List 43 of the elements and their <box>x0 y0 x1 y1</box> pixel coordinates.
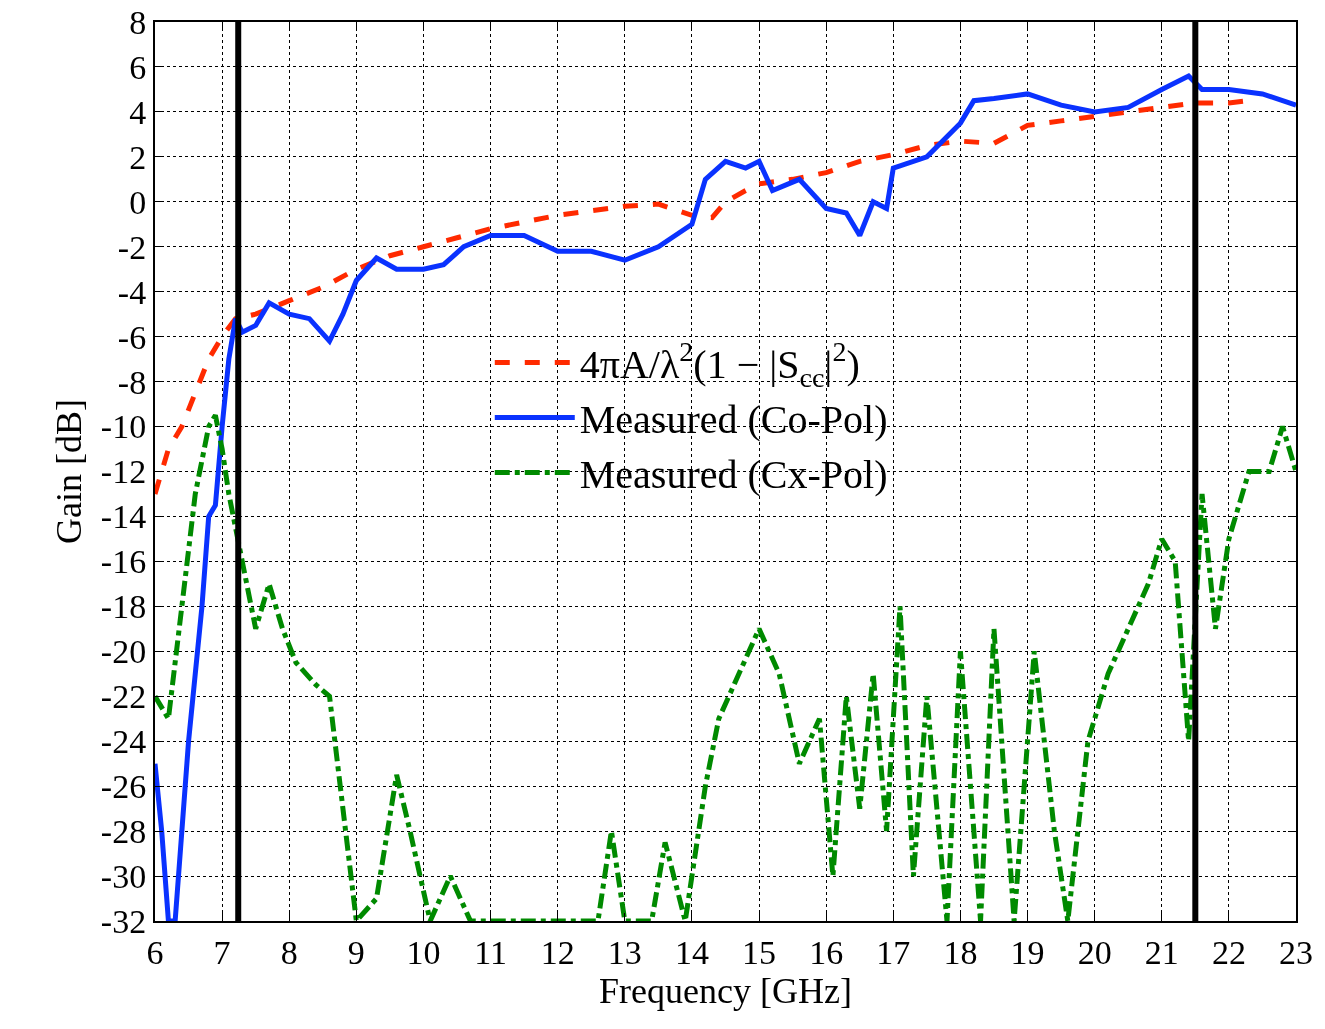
y-tick-label: -22 <box>100 678 147 716</box>
y-tick-label: -16 <box>100 543 147 581</box>
x-tick-label: 15 <box>742 933 777 971</box>
y-tick-label: -24 <box>100 723 147 761</box>
y-tick-label: -10 <box>100 408 147 446</box>
y-tick-label: -30 <box>100 857 147 895</box>
y-tick-label: 8 <box>129 3 147 41</box>
x-tick-label: 18 <box>943 933 978 971</box>
x-tick-label: 12 <box>540 933 575 971</box>
x-tick-label: 19 <box>1010 933 1045 971</box>
x-tick-label: 21 <box>1144 933 1179 971</box>
x-tick-label: 7 <box>213 933 231 971</box>
y-tick-label: -32 <box>100 902 147 940</box>
x-tick-label: 13 <box>607 933 642 971</box>
y-tick-label: -12 <box>100 453 147 491</box>
legend-label: 4πA/λ$^{2}$(1 − |S$_{cc}$|$^{2}$) <box>579 336 860 393</box>
y-tick-label: -18 <box>100 588 147 626</box>
y-tick-label: 4 <box>129 93 147 131</box>
y-tick-label: -4 <box>117 273 147 311</box>
legend-label: Measured (Co-Pol) <box>579 397 888 443</box>
x-tick-label: 16 <box>809 933 844 971</box>
y-tick-label: -2 <box>117 228 147 266</box>
y-tick-label: -8 <box>117 363 147 401</box>
y-tick-label: 0 <box>129 183 147 221</box>
legend-label: Measured (Cx-Pol) <box>579 452 888 498</box>
x-axis-title: Frequency [GHz] <box>599 970 852 1011</box>
y-tick-label: 2 <box>129 138 147 176</box>
x-tick-label: 8 <box>280 933 298 971</box>
x-tick-label: 17 <box>876 933 911 971</box>
x-tick-label: 14 <box>674 933 709 971</box>
y-tick-label: -26 <box>100 768 147 806</box>
y-axis-title: Gain [dB] <box>49 399 90 544</box>
x-tick-label: 20 <box>1077 933 1112 971</box>
x-tick-label: 22 <box>1211 933 1246 971</box>
y-tick-label: -28 <box>100 813 147 850</box>
x-tick-label: 9 <box>347 933 365 971</box>
x-tick-label: 10 <box>406 933 441 971</box>
x-tick-label: 23 <box>1279 933 1313 971</box>
y-tick-label: -14 <box>100 498 147 536</box>
y-tick-label: -6 <box>117 318 147 356</box>
y-tick-label: 6 <box>129 48 147 86</box>
x-tick-label: 11 <box>474 933 507 971</box>
y-tick-label: -20 <box>100 633 147 671</box>
